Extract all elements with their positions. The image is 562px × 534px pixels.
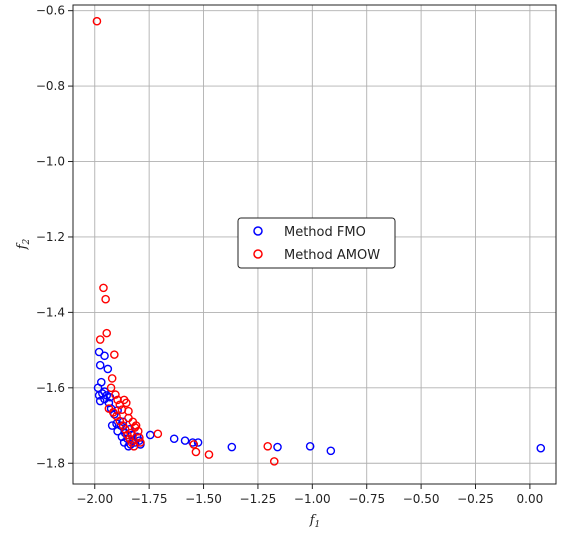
data-point (95, 360, 105, 370)
x-tick-label: −0.50 (403, 492, 440, 506)
data-point (113, 406, 122, 415)
y-tick-label: −1.6 (36, 381, 65, 395)
data-point (107, 421, 117, 430)
legend-label-fmo: Method FMO (284, 225, 366, 240)
y-axis-ticks: −1.8 −1.6 −1.4 −1.2 −1.0 −0.8 −0.6 (36, 4, 73, 470)
data-point (136, 438, 145, 447)
data-point (100, 351, 109, 361)
x-axis-ticks: −2.00 −1.75 −1.50 −1.25 −1.00 −0.75 −0.50 −0.25… (76, 484, 543, 506)
data-point (263, 441, 273, 451)
data-point (104, 398, 114, 408)
data-point (107, 374, 117, 383)
x-tick-label: −0.75 (348, 492, 385, 506)
data-point (122, 398, 131, 408)
series-fmo (93, 347, 546, 456)
x-tick-label: −1.75 (131, 492, 168, 506)
data-point (326, 446, 336, 456)
data-point (305, 441, 315, 451)
data-point (110, 350, 119, 359)
data-point (95, 335, 105, 344)
data-point (126, 428, 135, 438)
data-point (153, 429, 163, 439)
y-tick-label: −1.0 (36, 155, 65, 169)
data-point (180, 436, 190, 445)
data-point (125, 425, 134, 434)
legend-marker-amow (253, 249, 263, 259)
data-point (273, 442, 282, 452)
data-point (101, 294, 110, 304)
x-tick-label: −1.25 (240, 492, 277, 506)
x-axis-label: f1 (309, 513, 321, 530)
legend-box (237, 217, 396, 269)
x-tick-label: −1.00 (294, 492, 331, 506)
data-point (191, 447, 201, 457)
data-point (106, 383, 116, 393)
data-point (227, 442, 237, 452)
data-point (100, 387, 109, 396)
legend-marker-fmo (253, 226, 263, 236)
y-tick-label: −1.2 (36, 230, 65, 244)
data-point (92, 16, 102, 26)
data-point (95, 396, 105, 406)
y-tick-label: −0.8 (36, 79, 65, 93)
data-point (536, 443, 546, 453)
data-point (135, 433, 144, 442)
data-point (145, 430, 155, 440)
data-point (269, 457, 279, 466)
series-amow (92, 16, 279, 466)
y-tick-label: −1.4 (36, 305, 65, 319)
data-point (189, 440, 199, 449)
data-point (102, 328, 112, 338)
data-point (111, 390, 120, 399)
data-points (92, 16, 546, 466)
data-point (193, 438, 203, 447)
x-tick-label: 0.00 (517, 492, 544, 506)
x-tick-label: −2.00 (76, 492, 113, 506)
legend-label-amow: Method AMOW (284, 248, 380, 263)
data-point (169, 434, 179, 444)
x-tick-label: −0.25 (457, 492, 494, 506)
data-point (204, 450, 214, 459)
data-point (124, 413, 133, 423)
x-tick-label: −1.50 (185, 492, 222, 506)
plot-frame (72, 4, 557, 485)
y-tick-label: −1.8 (36, 456, 65, 470)
data-point (103, 364, 113, 374)
data-point (130, 423, 140, 432)
y-axis-label: f2 (15, 238, 32, 250)
legend: Method FMO Method AMOW (237, 217, 396, 269)
data-point (99, 283, 108, 293)
data-point (98, 389, 107, 398)
data-point (129, 441, 139, 451)
y-tick-label: −0.6 (36, 4, 65, 18)
